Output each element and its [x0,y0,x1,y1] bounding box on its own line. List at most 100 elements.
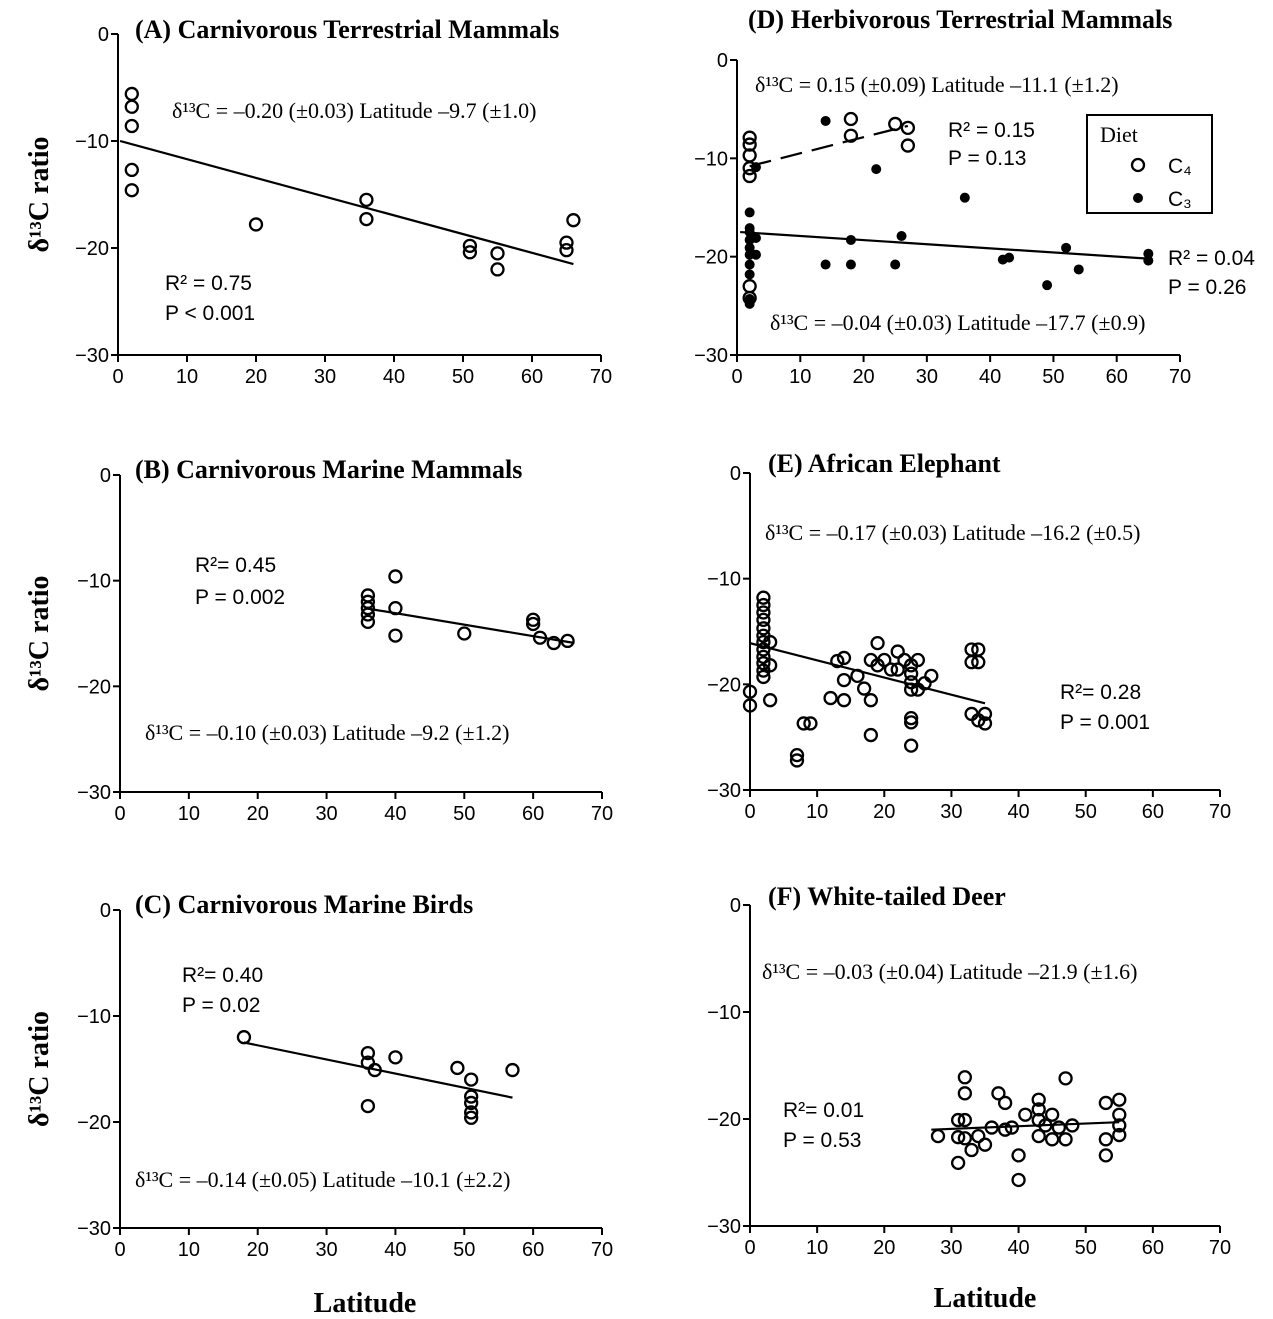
data-point [1143,255,1154,266]
data-point [388,1050,403,1065]
data-point [1112,1092,1127,1107]
data-point [388,628,403,643]
data-point [836,672,852,688]
data-point [796,716,811,731]
legend-marker [1130,157,1146,173]
x-tick-label: 0 [112,366,123,388]
y-tick-label: −30 [707,780,741,802]
x-tick-label: 50 [452,366,474,388]
data-point [896,231,907,242]
data-point [900,138,916,153]
x-tick-label: 60 [521,366,543,388]
data-point [1042,280,1053,291]
x-tick-label: 10 [789,366,811,388]
data-point [845,259,856,270]
data-point [1031,1128,1046,1144]
data-point [360,607,376,622]
data-point [124,99,139,114]
x-tick-label: 20 [873,801,895,823]
y-tick-label: −20 [75,238,109,260]
y-tick-label: 0 [98,24,109,46]
fit-line [749,124,909,168]
data-point [883,662,899,677]
y-tick-label: −30 [694,345,728,367]
data-point [1112,1118,1127,1133]
data-point [856,681,872,696]
data-point [360,1045,376,1061]
data-point [964,1142,979,1158]
data-point [863,727,879,743]
data-point [359,192,374,208]
x-tick-label: 0 [744,801,755,823]
data-point [890,662,905,677]
data-point [360,600,376,616]
data-point [977,706,993,722]
data-point [1044,1107,1060,1122]
annotation: δ¹³C = 0.15 (±0.09) Latitude –11.1 (±1.2… [755,72,1119,97]
data-point [742,279,757,294]
data-point [830,653,845,669]
x-tick-label: 10 [178,803,200,825]
x-tick-label: 30 [315,803,337,825]
data-point [903,682,919,697]
data-point [1031,1102,1046,1117]
data-point [525,616,541,632]
data-point [750,249,761,260]
data-point [903,715,919,730]
x-tick-label: 40 [384,803,406,825]
x-tick-label: 70 [1169,366,1191,388]
y-tick-label: −20 [77,676,111,698]
x-axis-label: Latitude [934,1283,1037,1314]
annotation: R² = 0.04 [1168,247,1255,270]
data-point [1073,264,1084,275]
data-point [950,1112,966,1128]
x-tick-label: 40 [979,366,1001,388]
data-point [977,716,993,731]
data-point [871,164,882,175]
y-tick-label: −10 [77,1006,111,1028]
y-tick-label: −30 [77,1218,111,1240]
data-point [1044,1132,1060,1147]
panel-title: (C) Carnivorous Marine Birds [135,890,473,919]
fit-line [931,1121,1120,1131]
data-point [457,626,472,641]
fit-line [740,230,1149,260]
x-tick-label: 70 [591,1239,613,1261]
data-point [1065,1118,1080,1133]
data-point [124,86,139,102]
annotation: R² = 0.75 [165,272,252,295]
annotation: δ¹³C = –0.04 (±0.03) Latitude –17.7 (±0.… [770,310,1145,335]
y-tick-label: −20 [77,1112,111,1134]
annotation: δ¹³C = –0.17 (±0.03) Latitude –16.2 (±0.… [765,520,1140,545]
data-point [971,654,986,670]
legend-marker [1133,193,1143,203]
data-point [877,652,892,668]
data-point [1061,242,1072,253]
x-tick-label: 20 [245,366,267,388]
y-tick-label: 0 [100,465,111,487]
data-point [462,245,478,260]
data-point [756,669,771,685]
y-tick-label: −10 [77,571,111,593]
data-point [903,710,919,726]
data-point [900,120,916,135]
data-point [863,693,879,708]
data-point [1004,252,1015,263]
y-tick-label: −20 [707,674,741,696]
data-point [1018,1107,1033,1122]
x-tick-label: 10 [178,1239,200,1261]
data-point [742,130,757,145]
data-point [559,242,574,258]
data-point [924,668,939,684]
x-tick-label: 50 [1042,366,1064,388]
data-point [957,1070,973,1085]
data-point [464,1110,479,1125]
data-point [957,1112,973,1128]
data-point [360,614,376,630]
data-point [756,621,771,636]
x-tick-label: 0 [731,366,742,388]
data-point [490,246,505,261]
data-point [991,1086,1006,1101]
y-tick-label: −10 [694,148,728,170]
